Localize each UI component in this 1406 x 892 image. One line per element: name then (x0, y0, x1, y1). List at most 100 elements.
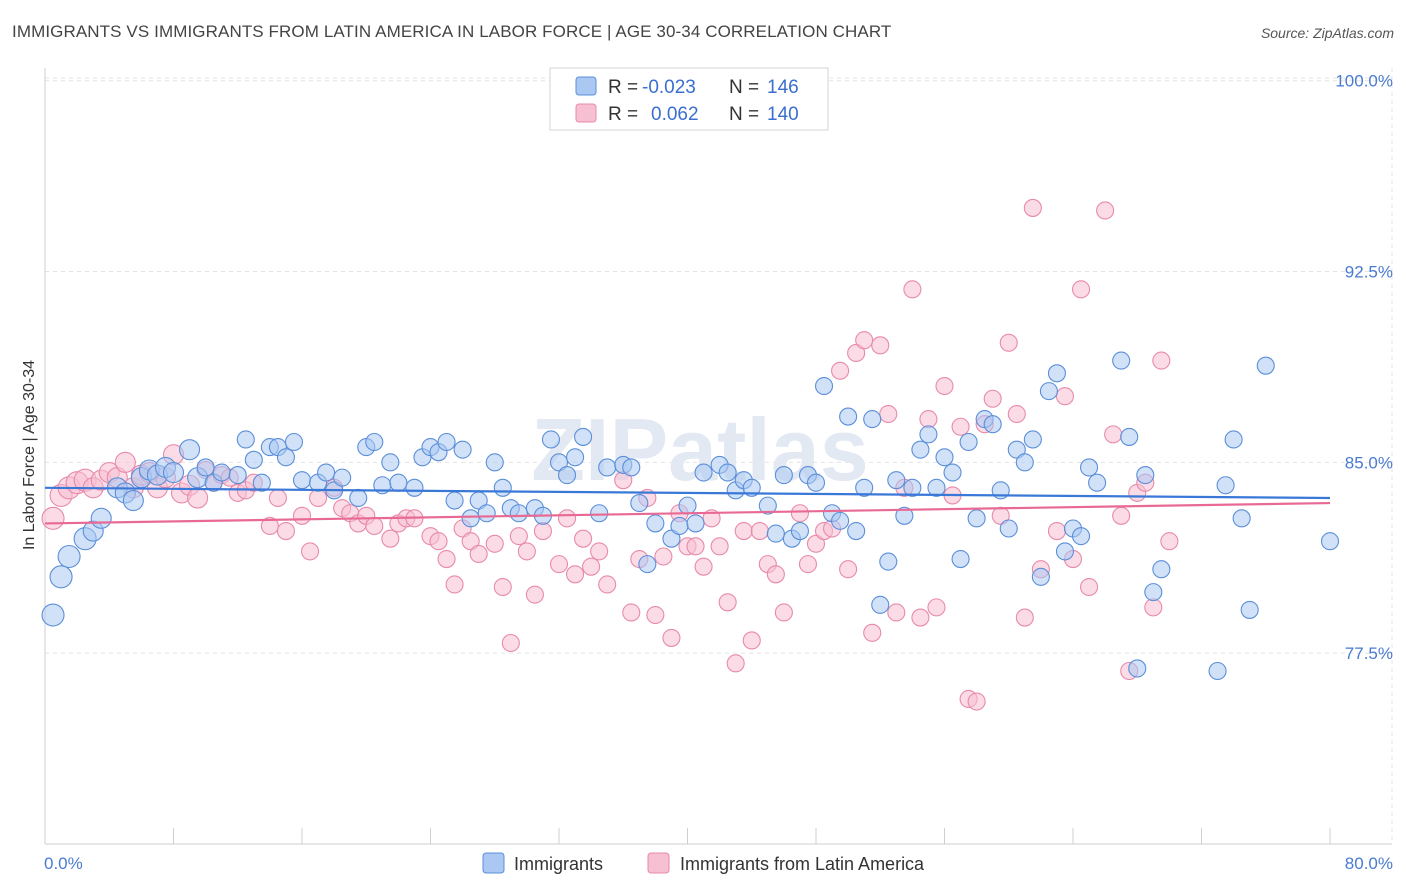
legend-r-value-1: -0.023 (642, 77, 696, 98)
point-immigrants-1 (49, 565, 73, 589)
point-latin-america-69 (662, 628, 681, 647)
point-latin-america-45 (445, 575, 464, 594)
point-latin-america-57 (557, 509, 577, 528)
point-immigrants-67 (670, 516, 689, 536)
point-immigrants-70 (694, 463, 713, 482)
bottom-legend-swatch-latin-america (647, 852, 670, 874)
series-latin-america-points (41, 198, 1179, 711)
legend-swatch-immigrants (575, 76, 597, 96)
point-latin-america-76 (718, 593, 737, 612)
point-immigrants-80 (790, 522, 809, 541)
point-latin-america-92 (855, 331, 874, 350)
legend-r-label-1: R = (608, 77, 638, 98)
point-immigrants-58 (574, 427, 593, 446)
point-immigrants-83 (814, 376, 834, 396)
point-immigrants-64 (638, 555, 657, 574)
point-latin-america-78 (734, 522, 753, 541)
point-latin-america-37 (365, 516, 384, 536)
point-immigrants-88 (855, 478, 874, 497)
point-latin-america-55 (533, 522, 552, 541)
point-immigrants-36 (381, 453, 400, 472)
point-immigrants-110 (1031, 567, 1050, 586)
point-latin-america-77 (726, 654, 745, 673)
point-latin-america-110 (999, 333, 1018, 352)
point-latin-america-29 (292, 506, 312, 525)
point-immigrants-112 (1047, 364, 1066, 383)
y-tick-label-3: 100.0% (1335, 72, 1393, 91)
point-immigrants-51 (509, 504, 528, 523)
point-immigrants-78 (774, 466, 793, 485)
point-immigrants-107 (1007, 440, 1026, 459)
legend-n-label-1: N = (729, 77, 759, 98)
point-immigrants-129 (1256, 356, 1275, 375)
point-immigrants-86 (839, 407, 858, 426)
point-latin-america-30 (300, 542, 320, 561)
point-latin-america-106 (967, 692, 986, 711)
point-latin-america-127 (1152, 351, 1171, 370)
point-latin-america-51 (501, 633, 520, 653)
y-tick-label-0: 77.5% (1345, 644, 1393, 663)
point-immigrants-22 (252, 473, 271, 492)
point-latin-america-108 (983, 389, 1002, 408)
point-immigrants-113 (1055, 542, 1075, 561)
point-immigrants-109 (1023, 430, 1042, 449)
point-immigrants-68 (678, 496, 697, 515)
point-latin-america-54 (525, 585, 544, 604)
point-latin-america-67 (646, 605, 665, 625)
trend-line-latin-america (44, 501, 1331, 525)
point-immigrants-37 (389, 473, 408, 492)
point-immigrants-115 (1071, 527, 1091, 546)
point-latin-america-75 (710, 537, 729, 556)
point-latin-america-48 (469, 544, 488, 564)
point-immigrants-72 (718, 463, 737, 482)
point-latin-america-59 (574, 529, 593, 548)
point-latin-america-93 (863, 623, 882, 642)
point-immigrants-123 (1152, 560, 1171, 579)
point-immigrants-85 (831, 511, 850, 530)
point-latin-america-101 (927, 598, 946, 617)
point-latin-america-0 (41, 506, 65, 530)
point-latin-america-49 (485, 534, 504, 553)
point-immigrants-102 (967, 509, 986, 528)
legend-swatch-latin-america (575, 103, 597, 123)
point-immigrants-0 (41, 603, 65, 627)
bottom-legend-label-immigrants: Immigrants (514, 854, 603, 874)
bottom-legend-label-latin-america: Immigrants from Latin America (680, 854, 925, 874)
point-immigrants-127 (1232, 509, 1251, 528)
point-latin-america-68 (654, 547, 673, 566)
point-immigrants-69 (686, 514, 705, 533)
point-latin-america-28 (276, 522, 295, 541)
point-latin-america-26 (260, 516, 279, 536)
point-immigrants-59 (590, 504, 609, 523)
point-immigrants-66 (662, 529, 681, 548)
point-immigrants-14 (179, 439, 201, 461)
point-latin-america-62 (598, 575, 617, 594)
point-latin-america-83 (774, 603, 793, 622)
point-immigrants-99 (943, 463, 962, 482)
point-latin-america-115 (1047, 522, 1066, 541)
point-immigrants-95 (911, 440, 930, 459)
x-tick-label-min: 0.0% (44, 854, 83, 873)
point-latin-america-91 (847, 343, 866, 363)
point-latin-america-61 (590, 542, 609, 561)
y-axis-title: In Labor Force | Age 30-34 (21, 360, 38, 550)
point-latin-america-82 (766, 565, 785, 584)
x-tick-labels: 0.0% 80.0% (44, 854, 1393, 873)
point-immigrants-27 (292, 471, 312, 490)
point-latin-america-72 (686, 537, 705, 556)
point-latin-america-96 (887, 603, 906, 622)
point-immigrants-29 (317, 463, 336, 482)
point-immigrants-25 (276, 448, 295, 467)
bottom-legend: Immigrants Immigrants from Latin America (482, 852, 925, 874)
point-latin-america-102 (935, 376, 954, 396)
point-latin-america-104 (951, 417, 970, 436)
point-immigrants-111 (1039, 382, 1058, 401)
point-immigrants-91 (879, 552, 898, 571)
point-latin-america-126 (1144, 598, 1163, 617)
point-latin-america-9 (114, 451, 136, 473)
chart-title: IMMIGRANTS VS IMMIGRANTS FROM LATIN AMER… (12, 22, 892, 41)
y-tick-label-2: 92.5% (1345, 263, 1393, 282)
legend-n-value-2: 140 (767, 104, 799, 125)
point-latin-america-90 (839, 560, 858, 579)
point-immigrants-56 (557, 466, 577, 485)
